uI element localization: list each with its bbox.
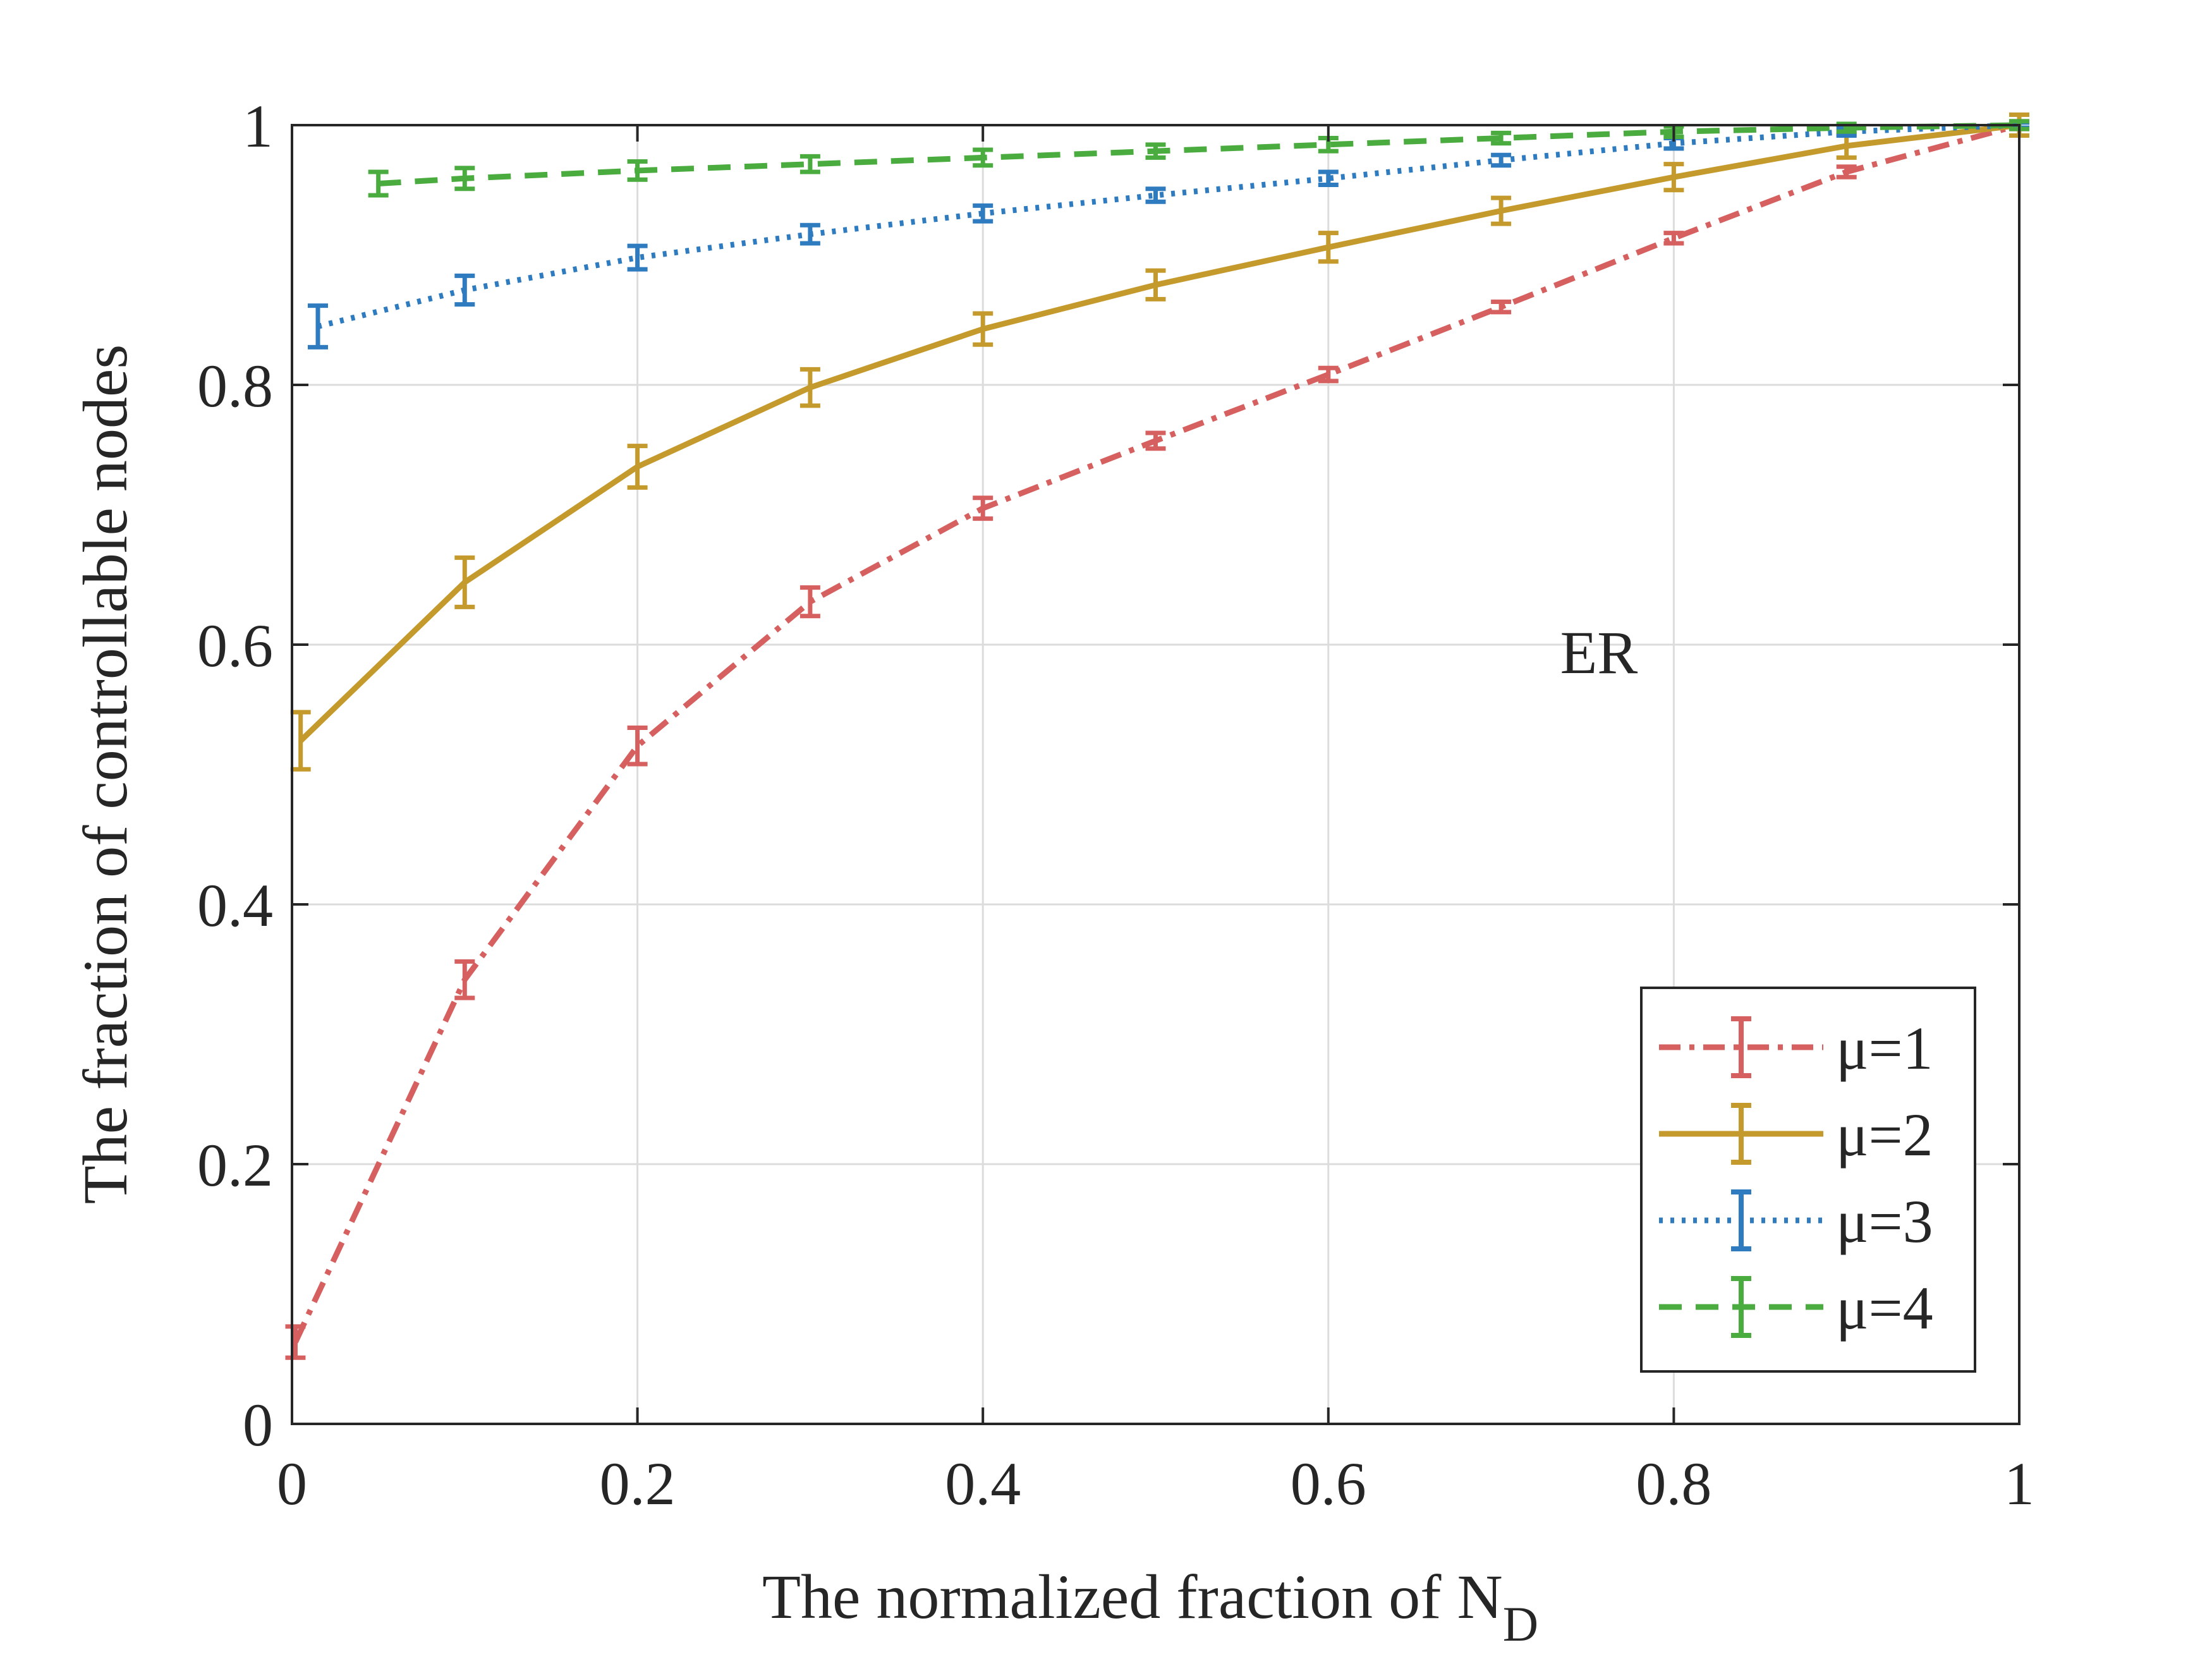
legend-item-2: μ=2	[1659, 1101, 1933, 1169]
error-bar	[1491, 195, 1512, 226]
series-layer	[285, 112, 2029, 1360]
legend-item-3: μ=3	[1659, 1188, 1933, 1255]
y-tick-label-2: 0.4	[197, 872, 273, 939]
legend-label-2: μ=2	[1836, 1101, 1933, 1169]
error-bar	[1145, 186, 1166, 204]
error-bar	[799, 585, 820, 619]
error-bar	[368, 169, 389, 198]
error-bar	[1491, 299, 1512, 315]
tick-labels: 0 0.2 0.4 0.6 0.8 1 0 0.2 0.4 0.6 0.8 1	[197, 92, 2034, 1517]
x-axis-label: The normalized fraction of ND	[762, 1562, 1538, 1651]
error-bar	[799, 367, 820, 408]
error-bar	[1318, 169, 1339, 188]
y-tick-label-3: 0.6	[197, 612, 273, 679]
error-bar	[627, 444, 648, 490]
error-bar	[973, 495, 994, 521]
error-bar	[290, 710, 311, 772]
ticks	[291, 124, 2021, 1425]
x-tick-label-1: 0.2	[600, 1450, 676, 1517]
error-bar	[627, 159, 648, 182]
x-tick-label-0: 0	[277, 1450, 307, 1517]
series-3	[307, 120, 2029, 349]
error-bar	[454, 959, 475, 1000]
error-bar	[1318, 231, 1339, 264]
error-bar	[454, 273, 475, 307]
x-tick-label-4: 0.8	[1636, 1450, 1711, 1517]
legend-label-1: μ=1	[1836, 1014, 1933, 1082]
y-tick-label-4: 0.8	[197, 352, 273, 420]
error-bar	[1663, 162, 1684, 193]
error-bar	[1145, 430, 1166, 451]
error-bar	[627, 243, 648, 272]
error-bar	[454, 166, 475, 191]
x-tick-label-2: 0.4	[945, 1450, 1021, 1517]
error-bar	[973, 311, 994, 347]
legend-item-4: μ=4	[1659, 1274, 1933, 1342]
error-bar	[1663, 231, 1684, 246]
error-bar	[973, 147, 994, 168]
legend-item-1: μ=1	[1659, 1014, 1933, 1082]
error-bar	[1491, 130, 1512, 146]
error-bar	[1145, 268, 1166, 301]
y-tick-label-0: 0	[243, 1391, 273, 1459]
error-bar	[799, 154, 820, 174]
x-axis-label-subscript: D	[1503, 1596, 1538, 1651]
y-tick-label-1: 0.2	[197, 1131, 273, 1199]
legend-label-4: μ=4	[1836, 1274, 1933, 1342]
legend: μ=1 μ=2 μ=3 μ=4	[1640, 987, 1976, 1373]
error-bar	[627, 726, 648, 767]
error-bar	[799, 222, 820, 246]
plot-frame	[291, 124, 2021, 1425]
x-tick-label-3: 0.6	[1291, 1450, 1366, 1517]
error-bar	[1318, 365, 1339, 384]
x-tick-label-5: 1	[2004, 1450, 2034, 1517]
error-bar	[285, 1324, 306, 1360]
error-bar	[1836, 164, 1857, 179]
error-bar	[973, 203, 994, 224]
legend-label-3: μ=3	[1836, 1188, 1933, 1255]
error-bar	[454, 555, 475, 609]
error-bar	[1145, 142, 1166, 160]
x-axis-label-main: The normalized fraction of N	[762, 1562, 1503, 1632]
series-2	[290, 112, 2029, 772]
error-bar	[307, 303, 328, 349]
error-bar	[1491, 152, 1512, 168]
y-tick-label-5: 1	[243, 92, 273, 160]
annotation-er: ER	[1560, 619, 1638, 686]
y-axis-label: The fraction of controllable nodes	[70, 344, 140, 1205]
